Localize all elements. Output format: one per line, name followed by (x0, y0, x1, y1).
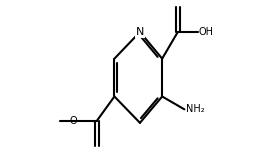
Text: OH: OH (198, 27, 213, 37)
Text: O: O (69, 116, 77, 126)
Text: NH₂: NH₂ (186, 104, 204, 114)
Text: N: N (136, 27, 144, 37)
